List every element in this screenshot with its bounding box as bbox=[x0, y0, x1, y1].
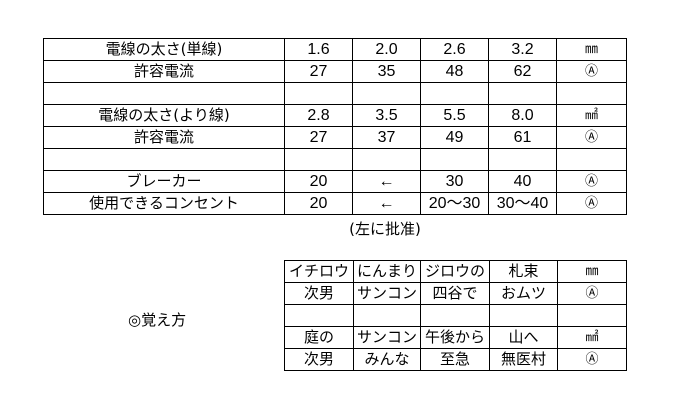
value-cell bbox=[284, 82, 353, 105]
row-label: 電線の太さ(単線) bbox=[43, 38, 285, 61]
table-row: 許容電流 27 37 49 61 Ⓐ bbox=[43, 126, 627, 149]
mnemonic-cell: ジロウの bbox=[420, 260, 490, 283]
mnemonic-cell: イチロウ bbox=[284, 260, 354, 283]
row-label: 電線の太さ(より線) bbox=[43, 104, 285, 127]
value-cell: 30～40 bbox=[488, 192, 557, 215]
table-row bbox=[284, 304, 627, 327]
mnemonic-cell: にんまり bbox=[353, 260, 421, 283]
value-cell: 37 bbox=[352, 126, 421, 149]
mnemonic-cell: 山へ bbox=[489, 326, 558, 349]
value-cell: 2.8 bbox=[284, 104, 353, 127]
mnemonic-cell bbox=[353, 304, 421, 327]
mnemonic-cell: 次男 bbox=[284, 282, 354, 305]
value-cell: 5.5 bbox=[420, 104, 489, 127]
unit-cell: Ⓐ bbox=[557, 282, 627, 305]
unit-cell: Ⓐ bbox=[557, 348, 627, 371]
row-label bbox=[43, 82, 285, 105]
value-cell: 30 bbox=[420, 170, 489, 193]
value-cell bbox=[352, 82, 421, 105]
value-cell: 27 bbox=[284, 60, 353, 83]
row-label: 許容電流 bbox=[43, 126, 285, 149]
unit-cell: ㎜ bbox=[556, 38, 627, 61]
mnemonic-cell: 札束 bbox=[489, 260, 558, 283]
value-cell: 40 bbox=[488, 170, 557, 193]
mnemonic-cell: みんな bbox=[353, 348, 421, 371]
unit-cell bbox=[557, 304, 627, 327]
row-label bbox=[43, 148, 285, 171]
table-row: 使用できるコンセント 20 ← 20～30 30～40 Ⓐ bbox=[43, 192, 627, 215]
value-cell: 20 bbox=[284, 170, 353, 193]
value-cell bbox=[488, 148, 557, 171]
table-row: 許容電流 27 35 48 62 Ⓐ bbox=[43, 60, 627, 83]
value-cell: 20～30 bbox=[420, 192, 489, 215]
unit-cell: Ⓐ bbox=[556, 126, 627, 149]
table-row bbox=[43, 148, 627, 171]
unit-cell: Ⓐ bbox=[556, 192, 627, 215]
mnemonic-cell: サンコン bbox=[353, 326, 421, 349]
value-cell: 62 bbox=[488, 60, 557, 83]
mnemonic-cell: 午後から bbox=[420, 326, 490, 349]
mnemonic-cell: 至急 bbox=[420, 348, 490, 371]
value-cell bbox=[420, 148, 489, 171]
value-cell bbox=[352, 148, 421, 171]
mnemonic-cell: 庭の bbox=[284, 326, 354, 349]
table-row bbox=[43, 82, 627, 105]
value-cell: 48 bbox=[420, 60, 489, 83]
mnemonic-cell: おムツ bbox=[489, 282, 558, 305]
mnemonic-cell: 四谷で bbox=[420, 282, 490, 305]
unit-cell: ㎟ bbox=[556, 104, 627, 127]
table-row: 次男 サンコン 四谷で おムツ Ⓐ bbox=[284, 282, 627, 305]
value-cell: 2.6 bbox=[420, 38, 489, 61]
unit-cell bbox=[556, 148, 627, 171]
mnemonic-cell: 無医村 bbox=[489, 348, 558, 371]
mnemonic-cell: サンコン bbox=[353, 282, 421, 305]
value-cell: 20 bbox=[284, 192, 353, 215]
memo-label: ◎覚え方 bbox=[128, 311, 187, 329]
value-cell: 3.2 bbox=[488, 38, 557, 61]
row-label: 許容電流 bbox=[43, 60, 285, 83]
unit-cell: Ⓐ bbox=[556, 60, 627, 83]
value-cell: ← bbox=[352, 170, 421, 193]
table-row: 電線の太さ(単線) 1.6 2.0 2.6 3.2 ㎜ bbox=[43, 38, 627, 61]
unit-cell: ㎟ bbox=[557, 326, 627, 349]
value-cell: 2.0 bbox=[352, 38, 421, 61]
table-row: 次男 みんな 至急 無医村 Ⓐ bbox=[284, 348, 627, 371]
value-cell: 3.5 bbox=[352, 104, 421, 127]
table-row: ブレーカー 20 ← 30 40 Ⓐ bbox=[43, 170, 627, 193]
mnemonic-cell bbox=[284, 304, 354, 327]
mnemonic-cell bbox=[489, 304, 558, 327]
unit-cell: ㎜ bbox=[557, 260, 627, 283]
mnemonic-cell: 次男 bbox=[284, 348, 354, 371]
value-cell: ← bbox=[352, 192, 421, 215]
value-cell bbox=[284, 148, 353, 171]
value-cell: 8.0 bbox=[488, 104, 557, 127]
value-cell bbox=[420, 82, 489, 105]
value-cell: 27 bbox=[284, 126, 353, 149]
unit-cell: Ⓐ bbox=[556, 170, 627, 193]
value-cell: 61 bbox=[488, 126, 557, 149]
row-label: 使用できるコンセント bbox=[43, 192, 285, 215]
value-cell: 35 bbox=[352, 60, 421, 83]
unit-cell bbox=[556, 82, 627, 105]
table-note: (左に批准) bbox=[349, 220, 421, 238]
table-row: 電線の太さ(より線) 2.8 3.5 5.5 8.0 ㎟ bbox=[43, 104, 627, 127]
value-cell bbox=[488, 82, 557, 105]
value-cell: 49 bbox=[420, 126, 489, 149]
mnemonic-cell bbox=[420, 304, 490, 327]
row-label: ブレーカー bbox=[43, 170, 285, 193]
value-cell: 1.6 bbox=[284, 38, 353, 61]
